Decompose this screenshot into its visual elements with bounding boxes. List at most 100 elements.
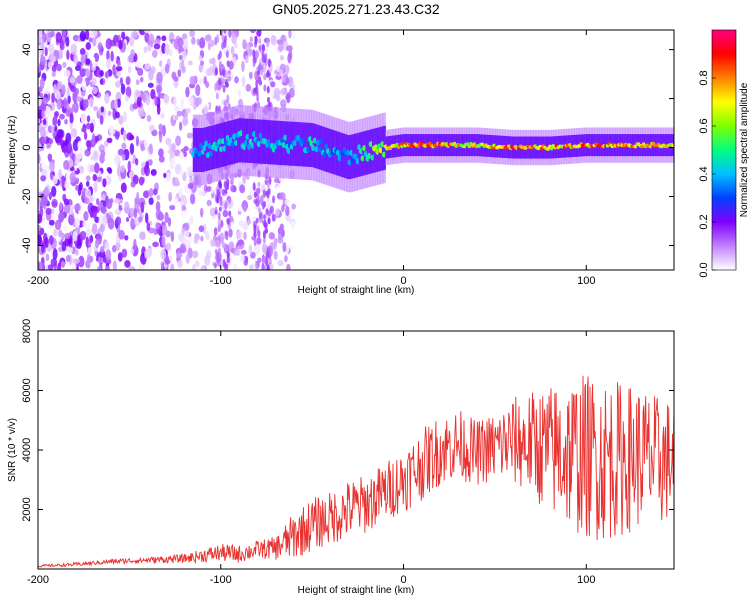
- heatmap-cell: [286, 121, 289, 166]
- heatmap-cell: [279, 223, 284, 231]
- heatmap-cell: [39, 42, 43, 55]
- heatmap-cell: [177, 259, 183, 268]
- heatmap-cell: [109, 198, 114, 204]
- heatmap-cell: [224, 188, 228, 194]
- heatmap-cell: [241, 60, 245, 72]
- heatmap-cell: [218, 78, 222, 86]
- heatmap-cell: [152, 49, 158, 58]
- heatmap-cell: [148, 197, 154, 205]
- heatmap-cell: [152, 188, 158, 196]
- heatmap-cell: [218, 179, 222, 188]
- heatmap-cell: [195, 84, 201, 97]
- heatmap-cell: [92, 173, 98, 182]
- heatmap-cell: [158, 131, 163, 143]
- heatmap-cell: [58, 168, 62, 178]
- heatmap-cell: [307, 122, 311, 167]
- heatmap-cell: [178, 54, 183, 61]
- heatmap-cell: [91, 208, 97, 219]
- heatmap-cell: [51, 185, 57, 198]
- heatmap-cell: [57, 118, 61, 127]
- heatmap-cell: [184, 112, 188, 120]
- heatmap-cell: [223, 30, 227, 35]
- heatmap-cell: [189, 215, 194, 225]
- heatmap-cell: [123, 201, 130, 214]
- heatmap-cell: [163, 172, 167, 178]
- heatmap-cell: [62, 145, 68, 154]
- y-tick-label: 20: [21, 92, 33, 104]
- heatmap-cell: [230, 46, 235, 56]
- heatmap-cell: [120, 83, 126, 95]
- heatmap-cell: [114, 111, 120, 119]
- heatmap-cell: [175, 135, 182, 147]
- heatmap-cell: [93, 105, 99, 112]
- heatmap-cell: [273, 239, 277, 250]
- heatmap-cell: [101, 193, 106, 201]
- heatmap-cell: [270, 120, 273, 165]
- heatmap-cell: [75, 177, 80, 185]
- heatmap-cell: [42, 118, 47, 126]
- heatmap-cell: [144, 249, 151, 260]
- heatmap-cell: [306, 122, 309, 167]
- heatmap-cell: [204, 255, 211, 267]
- heatmap-cell: [290, 30, 296, 41]
- heatmap-cell: [45, 207, 52, 215]
- heatmap-cell: [265, 208, 269, 216]
- heatmap-cell: [264, 257, 268, 267]
- heatmap-cell: [92, 36, 97, 47]
- heatmap-cell: [240, 118, 243, 163]
- heatmap-cell: [38, 260, 41, 270]
- heatmap-cell: [64, 118, 68, 125]
- heatmap-cell: [72, 103, 76, 112]
- heatmap-cell: [152, 241, 159, 248]
- heatmap-cell: [123, 111, 127, 123]
- heatmap-cell: [120, 182, 127, 193]
- heatmap-cell: [99, 69, 104, 77]
- heatmap-cell: [264, 190, 268, 197]
- heatmap-cell: [94, 216, 100, 223]
- heatmap-cell: [39, 77, 45, 89]
- heatmap-cell: [258, 45, 262, 52]
- heatmap-cell: [256, 70, 260, 77]
- heatmap-cell: [129, 35, 135, 47]
- x-tick-label: 100: [577, 574, 595, 586]
- heatmap-cell: [103, 140, 109, 148]
- heatmap-cell: [125, 76, 131, 86]
- heatmap-cell: [220, 122, 224, 167]
- heatmap-cell: [163, 94, 170, 104]
- heatmap-cell: [53, 228, 58, 237]
- heatmap-cell: [73, 154, 80, 166]
- heatmap-cell: [135, 60, 142, 68]
- heatmap-cell: [278, 43, 284, 52]
- heatmap-cell: [209, 65, 213, 77]
- heatmap-cell: [120, 164, 125, 173]
- heatmap-cell: [61, 84, 66, 96]
- heatmap-cell: [205, 126, 209, 171]
- heatmap-cell: [257, 181, 261, 188]
- heatmap-cell: [177, 69, 182, 78]
- heatmap-cell: [219, 70, 223, 77]
- heatmap-cell: [38, 213, 43, 224]
- heatmap-cell: [227, 75, 232, 82]
- heatmap-cell: [74, 217, 81, 228]
- heatmap-cell: [135, 79, 140, 86]
- heatmap-cell: [102, 215, 108, 227]
- heatmap-cell: [288, 30, 292, 39]
- heatmap-cell: [205, 186, 212, 192]
- snr-line: [38, 375, 674, 568]
- heatmap-cell: [237, 118, 240, 163]
- heatmap-cell: [54, 111, 59, 117]
- spectrogram-heatmap: [38, 30, 674, 270]
- heatmap-cell: [68, 214, 74, 226]
- heatmap-cell: [230, 247, 235, 254]
- heatmap-cell: [298, 122, 301, 167]
- heatmap-cell: [107, 110, 112, 116]
- heatmap-cell: [153, 38, 161, 46]
- heatmap-cell: [39, 126, 46, 138]
- heatmap-cell: [324, 127, 327, 172]
- heatmap-cell: [270, 34, 277, 46]
- heatmap-cell: [276, 39, 282, 45]
- heatmap-cell: [114, 98, 118, 110]
- heatmap-cell: [217, 211, 221, 221]
- heatmap-cell: [228, 30, 232, 38]
- heatmap-cell: [247, 118, 250, 163]
